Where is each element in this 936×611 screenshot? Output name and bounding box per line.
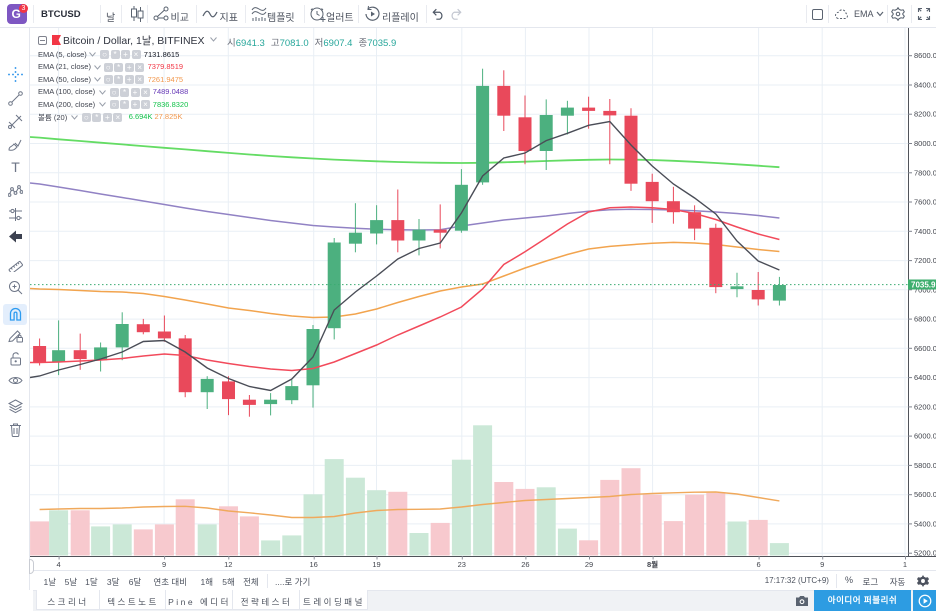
svg-text:5800.0: 5800.0 xyxy=(914,461,936,470)
svg-text:7035.9: 7035.9 xyxy=(911,280,936,289)
svg-text:12: 12 xyxy=(224,560,232,569)
svg-text:6400.0: 6400.0 xyxy=(914,373,936,382)
svg-text:5200.0: 5200.0 xyxy=(914,549,936,558)
svg-text:4: 4 xyxy=(57,560,61,569)
svg-text:6000.0: 6000.0 xyxy=(914,432,936,441)
svg-text:6200.0: 6200.0 xyxy=(914,402,936,411)
svg-text:7800.0: 7800.0 xyxy=(914,168,936,177)
svg-text:29: 29 xyxy=(585,560,593,569)
svg-text:8200.0: 8200.0 xyxy=(914,110,936,119)
svg-text:5400.0: 5400.0 xyxy=(914,519,936,528)
svg-text:5600.0: 5600.0 xyxy=(914,490,936,499)
svg-text:7400.0: 7400.0 xyxy=(914,227,936,236)
svg-text:23: 23 xyxy=(458,560,466,569)
svg-text:7600.0: 7600.0 xyxy=(914,198,936,207)
svg-text:9: 9 xyxy=(820,560,824,569)
svg-text:9: 9 xyxy=(162,560,166,569)
svg-text:6: 6 xyxy=(757,560,761,569)
svg-text:7000.0: 7000.0 xyxy=(914,285,936,294)
svg-text:7200.0: 7200.0 xyxy=(914,256,936,265)
svg-text:8400.0: 8400.0 xyxy=(914,81,936,90)
svg-text:19: 19 xyxy=(372,560,380,569)
svg-text:26: 26 xyxy=(521,560,529,569)
svg-text:8월: 8월 xyxy=(647,559,658,569)
svg-text:8600.0: 8600.0 xyxy=(914,51,936,60)
svg-text:6800.0: 6800.0 xyxy=(914,315,936,324)
svg-text:6600.0: 6600.0 xyxy=(914,344,936,353)
svg-text:8000.0: 8000.0 xyxy=(914,139,936,148)
svg-text:16: 16 xyxy=(310,560,318,569)
svg-text:1: 1 xyxy=(903,560,907,569)
